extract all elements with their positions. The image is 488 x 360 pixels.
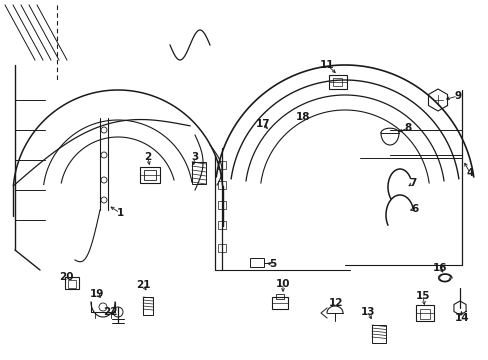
Text: 16: 16 xyxy=(432,263,447,273)
Text: 2: 2 xyxy=(144,152,151,162)
Bar xyxy=(218,201,225,209)
Text: 17: 17 xyxy=(255,119,270,129)
Bar xyxy=(218,244,225,252)
Bar xyxy=(332,78,341,86)
Bar xyxy=(68,280,76,288)
Bar xyxy=(140,167,160,183)
Bar xyxy=(419,309,429,319)
Text: 11: 11 xyxy=(319,60,334,70)
Text: 12: 12 xyxy=(328,298,343,308)
Bar xyxy=(218,221,225,229)
Text: 18: 18 xyxy=(295,112,309,122)
Text: 4: 4 xyxy=(466,168,473,178)
Bar xyxy=(218,161,225,169)
Text: 9: 9 xyxy=(453,91,461,101)
Text: 19: 19 xyxy=(90,289,104,299)
Bar xyxy=(328,75,346,89)
Bar xyxy=(218,181,225,189)
Text: 22: 22 xyxy=(102,307,117,317)
Bar xyxy=(275,294,284,299)
Text: 13: 13 xyxy=(360,307,374,317)
Text: 20: 20 xyxy=(59,272,73,282)
Text: 3: 3 xyxy=(191,152,198,162)
Text: 5: 5 xyxy=(269,259,276,269)
Text: 7: 7 xyxy=(408,178,416,188)
Text: 10: 10 xyxy=(275,279,290,289)
Bar xyxy=(142,297,153,315)
Bar xyxy=(192,162,205,184)
Text: 14: 14 xyxy=(454,313,468,323)
Text: 8: 8 xyxy=(404,123,411,133)
Bar xyxy=(415,305,433,321)
Text: 15: 15 xyxy=(415,291,429,301)
Bar xyxy=(249,258,264,267)
Text: 6: 6 xyxy=(410,204,418,214)
Text: 21: 21 xyxy=(136,280,150,290)
Bar xyxy=(371,325,385,343)
Bar xyxy=(271,297,287,309)
Bar xyxy=(143,170,156,180)
Text: 1: 1 xyxy=(116,208,123,218)
Bar xyxy=(65,277,79,289)
